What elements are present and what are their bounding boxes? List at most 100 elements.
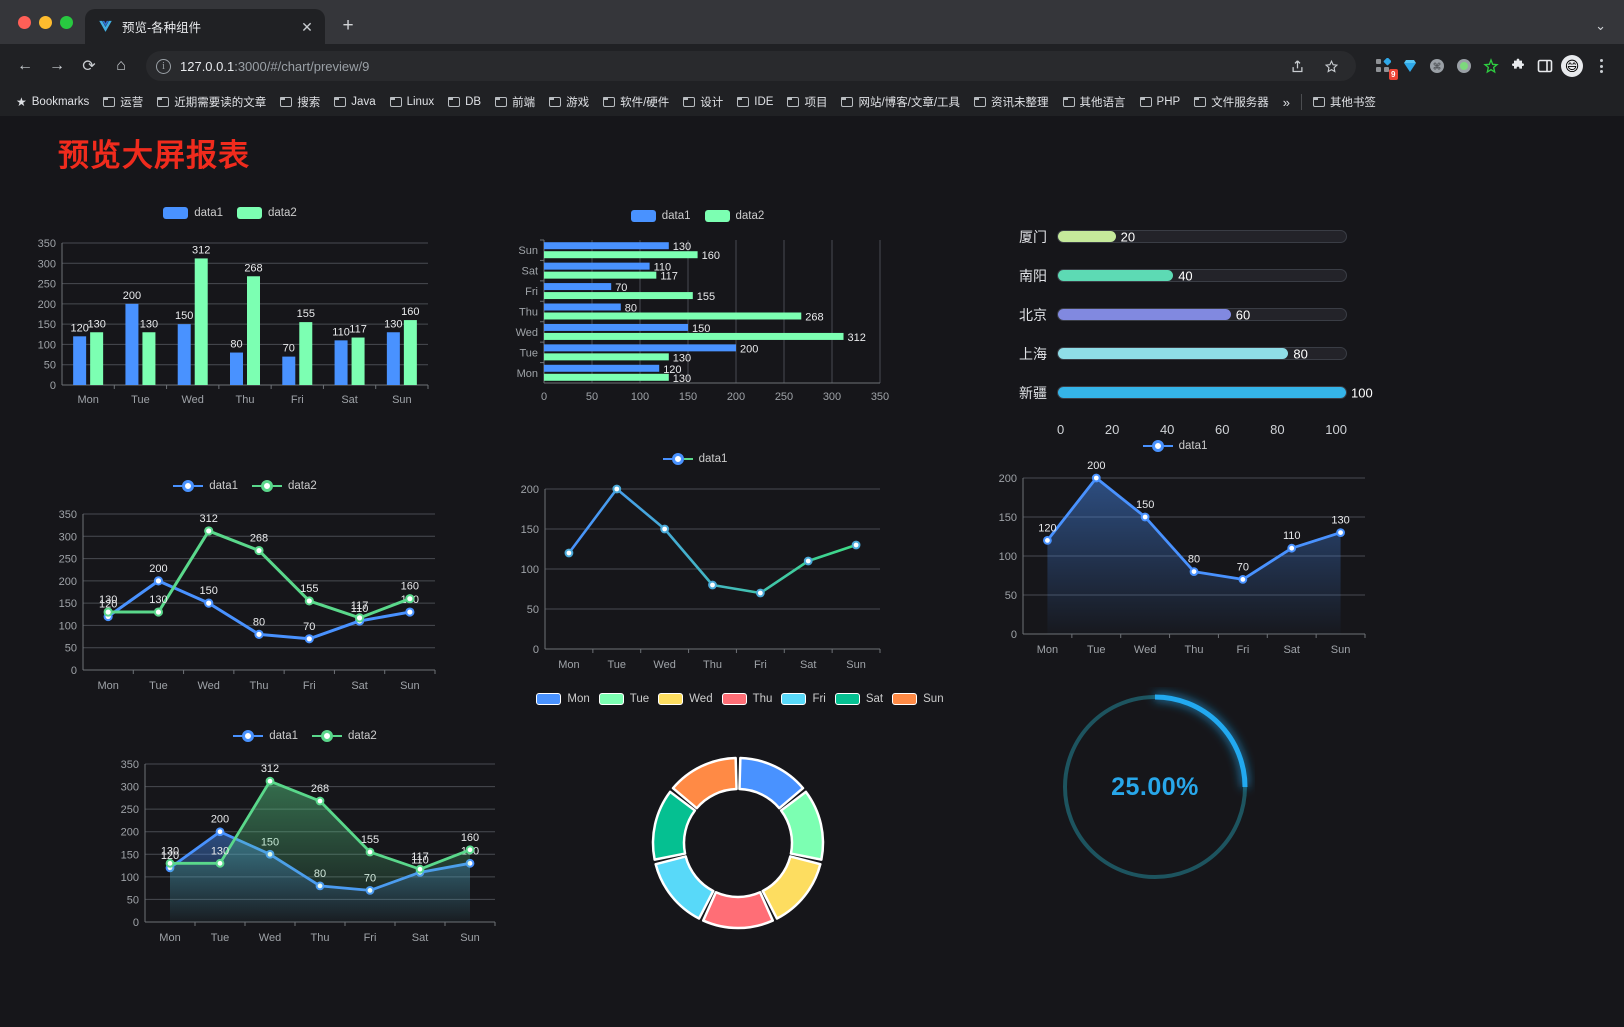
bookmark-folder-item[interactable]: 软件/硬件 [596, 91, 676, 113]
close-tab-button[interactable]: ✕ [301, 18, 313, 35]
chart-vertical-bar[interactable]: data1 data2 0 50 100 150 200 250 300 350 Mon 120 1… [20, 207, 440, 432]
close-window-button[interactable] [18, 15, 31, 29]
chart-donut[interactable]: Mon Tue Wed Thu Fri Sat Sun [520, 693, 960, 983]
svg-text:70: 70 [1237, 561, 1249, 573]
bookmark-folder-list: 运营 近期需要读的文章 搜索 Java Linux DB 前端 游戏 软件/硬件 设计 IDE 项目 网… [96, 91, 1275, 113]
legend-marker [1142, 440, 1173, 452]
legend-item-data1[interactable]: data1 [662, 453, 727, 465]
bookmark-folder-item[interactable]: Linux [383, 93, 442, 111]
svg-text:110: 110 [654, 262, 672, 274]
bookmark-folder-item[interactable]: IDE [730, 93, 780, 111]
new-tab-button[interactable]: + [342, 15, 354, 36]
progress-bar-list: 厦门 20 南阳 40 北京 60 上海 80 新疆 100 [995, 213, 1395, 412]
site-info-icon[interactable]: i [156, 58, 171, 74]
bookmarks-overflow-button[interactable]: » [1282, 94, 1290, 110]
svg-text:150: 150 [692, 323, 710, 335]
chart-horizontal-bar[interactable]: data1 data2 0 50 100 150 200 250 300 350 Sun 130 1… [500, 210, 895, 435]
legend-item-data2[interactable]: data2 [312, 730, 377, 742]
chevron-down-icon[interactable]: ⌄ [1595, 18, 1606, 33]
legend-item-data1[interactable]: data1 [163, 207, 223, 219]
bookmark-folder-item[interactable]: 项目 [780, 91, 834, 113]
svg-text:Tue: Tue [1087, 644, 1106, 656]
svg-text:110: 110 [1283, 530, 1301, 542]
browser-menu-button[interactable] [1588, 51, 1614, 81]
address-bar[interactable]: i 127.0.0.1:3000/#/chart/preview/9 [146, 51, 1356, 81]
command-icon[interactable]: ⌘ [1426, 55, 1448, 77]
progress-row[interactable]: 厦门 20 [995, 217, 1395, 256]
minimize-window-button[interactable] [39, 15, 52, 29]
chart-area-two-series[interactable]: data1 data2 0 50 100 150 200 250 300 350 Mon Tue W… [95, 730, 515, 970]
svg-text:250: 250 [59, 554, 77, 566]
legend-item-data2[interactable]: data2 [237, 207, 297, 219]
bookmark-folder-item[interactable]: 近期需要读的文章 [150, 91, 273, 113]
bookmark-folder-item[interactable]: 资讯未整理 [967, 91, 1056, 113]
legend-item-sun[interactable]: Sun [892, 693, 944, 705]
bookmark-folder-item[interactable]: PHP [1133, 93, 1188, 111]
share-icon[interactable] [1282, 51, 1312, 81]
bookmark-folder-label: 文件服务器 [1211, 97, 1269, 109]
legend-item-sat[interactable]: Sat [834, 693, 884, 705]
legend-item-data1[interactable]: data1 [173, 480, 238, 492]
extensions-grid-icon[interactable]: 9 [1372, 55, 1398, 80]
star-outline-icon[interactable] [1480, 55, 1502, 77]
legend-item-data1[interactable]: data1 [630, 210, 691, 222]
progress-value: 20 [1120, 229, 1136, 244]
svg-text:117: 117 [411, 851, 429, 863]
chart-progress-bars[interactable]: 厦门 20 南阳 40 北京 60 上海 80 新疆 100 0 20 40 60 80 100 [995, 213, 1395, 453]
legend-item-data1[interactable]: data1 [1142, 440, 1207, 452]
browser-tab[interactable]: 预览-各种组件 ✕ [85, 9, 325, 44]
other-bookmarks-item[interactable]: 其他书签 [1306, 91, 1383, 113]
svg-text:200: 200 [59, 576, 77, 588]
legend-item-data2[interactable]: data2 [704, 210, 764, 222]
progress-row[interactable]: 上海 80 [995, 334, 1395, 373]
svg-text:Sat: Sat [412, 932, 429, 944]
legend-label: Sat [865, 693, 884, 705]
avatar[interactable]: 😄 [1561, 55, 1583, 77]
bookmark-folder-item[interactable]: 其他语言 [1056, 91, 1133, 113]
bookmarks-manager-item[interactable]: ★ Bookmarks [9, 92, 96, 112]
progress-row[interactable]: 南阳 40 [995, 256, 1395, 295]
svg-text:70: 70 [615, 282, 627, 294]
bookmark-folder-item[interactable]: 文件服务器 [1187, 91, 1276, 113]
sidepanel-icon[interactable] [1534, 55, 1556, 77]
bookmark-folder-item[interactable]: Java [327, 93, 382, 111]
progress-fill [1058, 387, 1346, 398]
bookmark-folder-item[interactable]: DB [441, 93, 488, 111]
legend-item-wed[interactable]: Wed [658, 693, 713, 705]
svg-text:250: 250 [121, 804, 139, 816]
legend-item-data1[interactable]: data1 [233, 730, 298, 742]
bookmark-folder-item[interactable]: 前端 [488, 91, 542, 113]
bookmark-folder-item[interactable]: 搜索 [273, 91, 327, 113]
diamond-icon[interactable] [1399, 55, 1421, 77]
svg-text:Wed: Wed [198, 680, 220, 692]
legend-item-mon[interactable]: Mon [536, 693, 590, 705]
svg-text:50: 50 [527, 604, 539, 616]
puzzle-icon[interactable] [1507, 55, 1529, 77]
chart-gauge[interactable]: 25.00% [1055, 687, 1265, 917]
home-button[interactable]: ⌂ [116, 57, 126, 74]
maximize-window-button[interactable] [60, 15, 73, 29]
chart-line-two-series[interactable]: data1 data2 0 50 100 150 200 250 300 350 Mon Tue W… [35, 480, 455, 715]
url-text: 127.0.0.1:3000/#/chart/preview/9 [180, 59, 369, 74]
legend-item-fri[interactable]: Fri [781, 693, 826, 705]
legend-item-data2[interactable]: data2 [252, 480, 317, 492]
legend-item-tue[interactable]: Tue [598, 693, 649, 705]
progress-row[interactable]: 北京 60 [995, 295, 1395, 334]
progress-row[interactable]: 新疆 100 [995, 373, 1395, 412]
svg-text:100: 100 [999, 551, 1017, 563]
folder-icon [1312, 97, 1325, 107]
circle-green-icon[interactable] [1453, 55, 1475, 77]
bookmark-folder-item[interactable]: 运营 [96, 91, 150, 113]
legend-label: Mon [567, 693, 590, 705]
forward-button[interactable]: → [49, 57, 65, 74]
bookmark-folder-item[interactable]: 网站/博客/文章/工具 [834, 91, 967, 113]
back-button[interactable]: ← [17, 57, 33, 74]
legend-item-thu[interactable]: Thu [721, 693, 772, 705]
chart-line-gradient[interactable]: data1 0 50 100 150 200 Mon Tue Wed Thu Fri Sat Sun [495, 453, 895, 698]
bookmark-folder-item[interactable]: 设计 [676, 91, 730, 113]
bookmark-folder-item[interactable]: 游戏 [542, 91, 596, 113]
reload-button[interactable]: ⟳ [82, 58, 96, 75]
bookmark-star-icon[interactable] [1316, 51, 1346, 81]
chart-area-single[interactable]: data1 0 50 100 150 200 Mon Tue Wed Thu Fri Sat Sun 1… [975, 440, 1375, 685]
tab-strip: 预览-各种组件 ✕ + ⌄ [0, 0, 1624, 44]
